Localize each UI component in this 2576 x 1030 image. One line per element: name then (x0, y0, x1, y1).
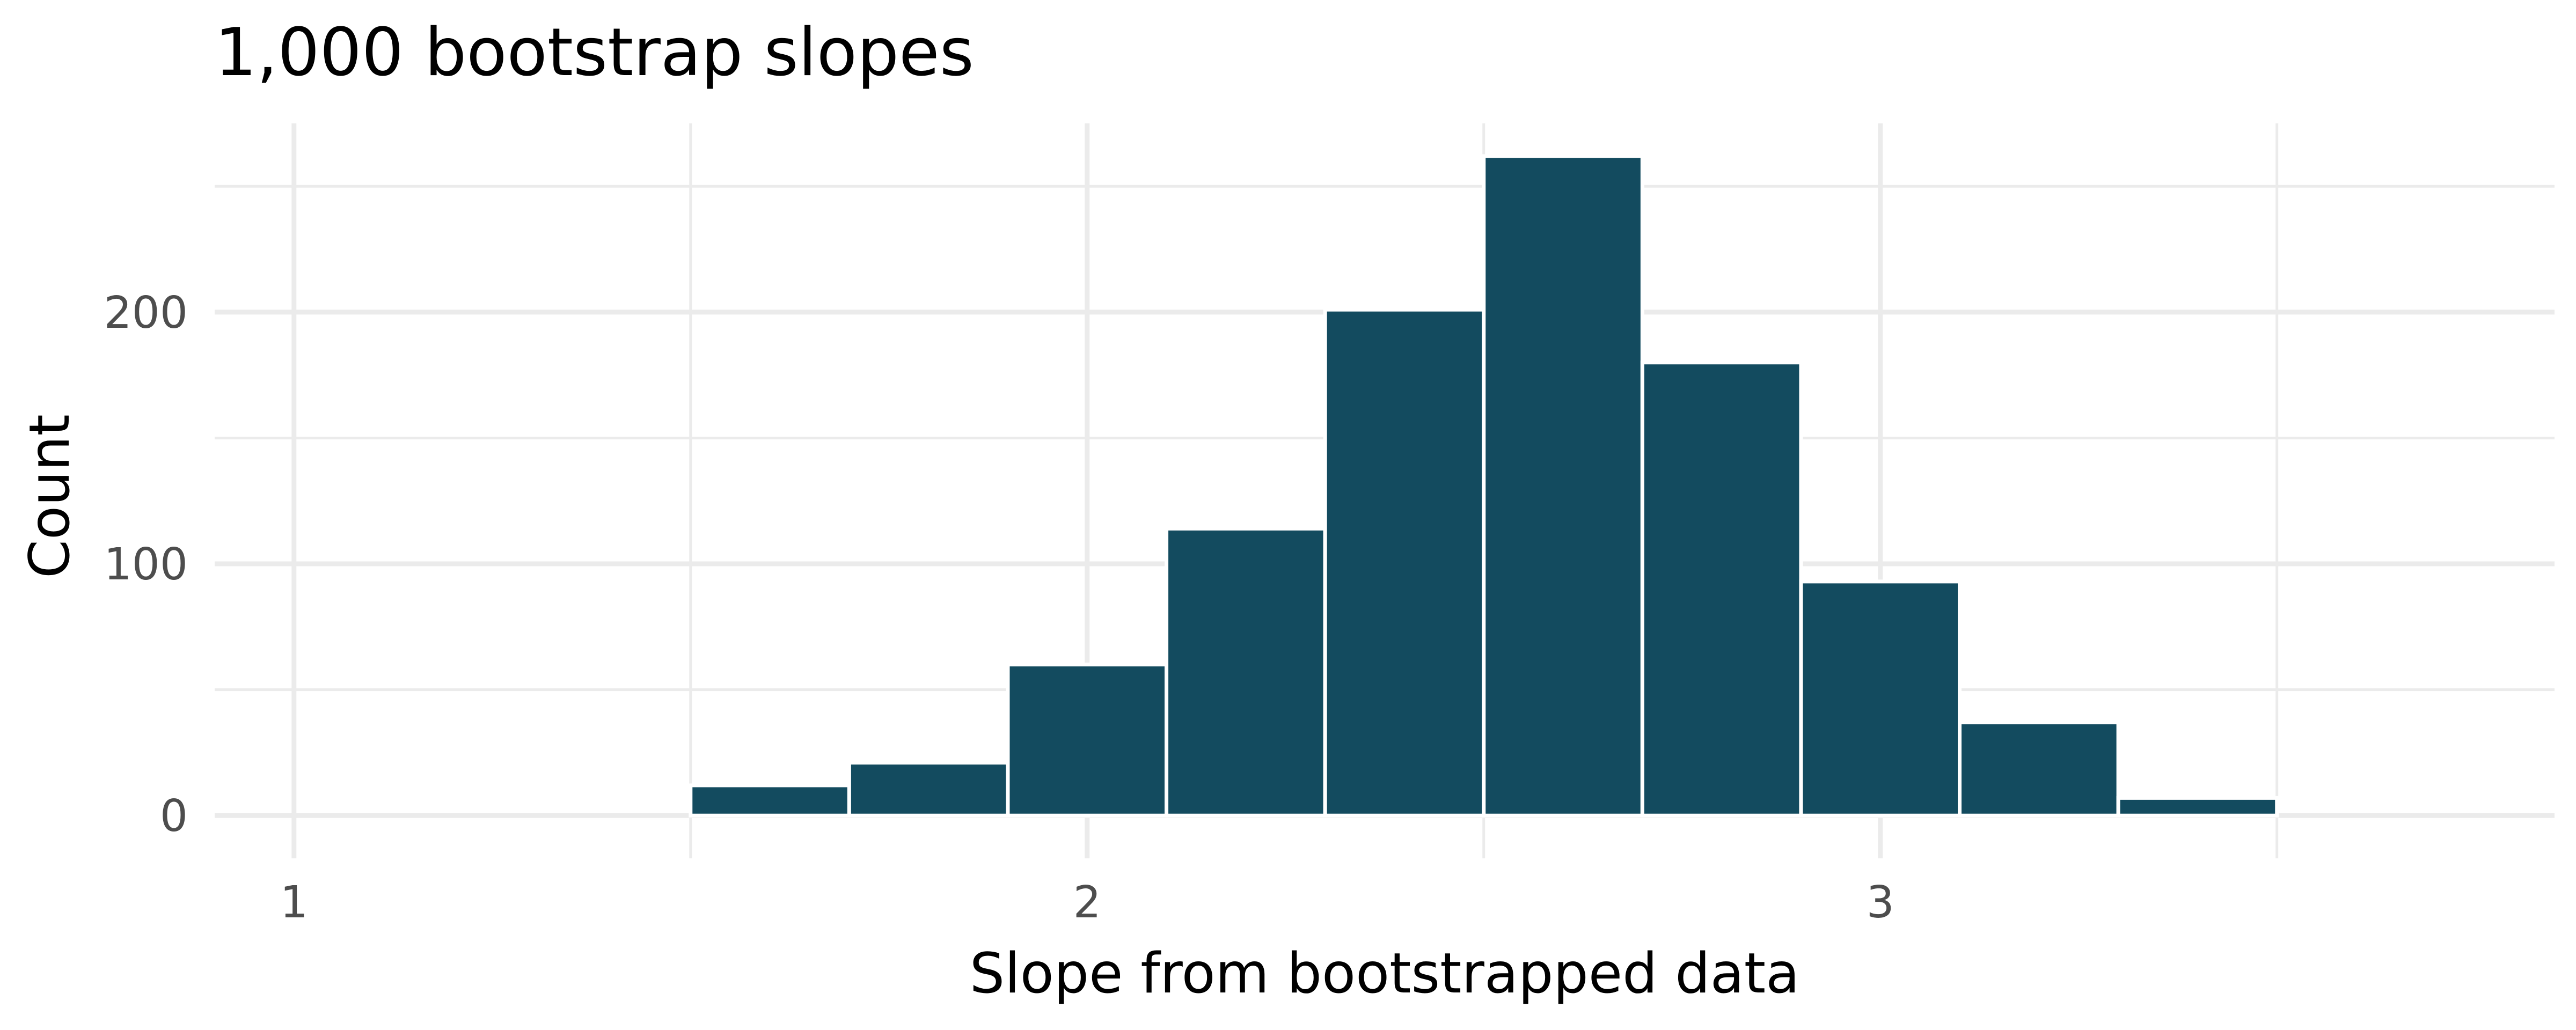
histogram-bar (1323, 307, 1486, 818)
x-tick-label: 1 (280, 877, 308, 928)
bar-layer (689, 154, 2279, 818)
x-axis-title: Slope from bootstrapped data (970, 941, 1800, 1006)
histogram-bar (1640, 360, 1803, 818)
histogram-bar (1165, 526, 1327, 818)
histogram-bar (689, 783, 851, 818)
histogram-bar (847, 761, 1010, 818)
y-tick-label: 0 (160, 791, 188, 842)
y-tick-label: 100 (104, 539, 188, 590)
x-tick-label: 2 (1073, 877, 1101, 928)
histogram-bar (1958, 720, 2120, 818)
histogram-bar (1006, 663, 1169, 818)
y-tick-label: 200 (104, 288, 188, 339)
histogram-bar (1799, 579, 1962, 818)
x-tick-label: 3 (1867, 877, 1894, 928)
histogram-bar (1482, 154, 1644, 818)
chart-title: 1,000 bootstrap slopes (215, 14, 974, 91)
histogram-bar (2116, 796, 2279, 818)
y-axis-title: Count (18, 414, 82, 578)
tick-label-layer: 0 100 200 1 2 3 (104, 288, 1894, 928)
